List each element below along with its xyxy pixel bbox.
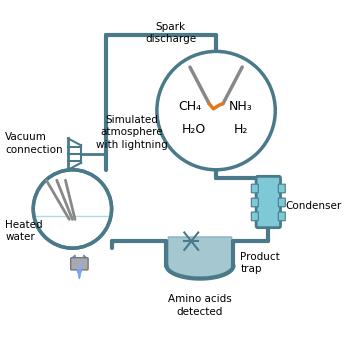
Text: H₂: H₂ xyxy=(233,123,248,136)
Text: Condenser: Condenser xyxy=(286,201,342,211)
Text: Product
trap: Product trap xyxy=(240,252,280,274)
FancyBboxPatch shape xyxy=(278,184,285,193)
Text: Vacuum
connection: Vacuum connection xyxy=(6,132,63,155)
FancyBboxPatch shape xyxy=(251,212,258,221)
Text: Heated
water: Heated water xyxy=(6,219,43,242)
FancyBboxPatch shape xyxy=(278,198,285,207)
FancyBboxPatch shape xyxy=(71,258,88,270)
FancyBboxPatch shape xyxy=(278,212,285,221)
Text: Spark
discharge: Spark discharge xyxy=(145,22,197,44)
FancyBboxPatch shape xyxy=(251,184,258,193)
Polygon shape xyxy=(76,262,83,277)
Text: Simulated
atmosphere
with lightning: Simulated atmosphere with lightning xyxy=(96,115,167,150)
Text: Amino acids
detected: Amino acids detected xyxy=(168,294,232,317)
FancyBboxPatch shape xyxy=(256,176,281,228)
FancyBboxPatch shape xyxy=(251,198,258,207)
Circle shape xyxy=(157,51,275,170)
Text: CH₄: CH₄ xyxy=(179,100,201,113)
Polygon shape xyxy=(168,237,232,277)
Text: H₂O: H₂O xyxy=(182,123,207,136)
Text: NH₃: NH₃ xyxy=(229,100,252,113)
Circle shape xyxy=(33,170,112,248)
Polygon shape xyxy=(71,255,88,279)
